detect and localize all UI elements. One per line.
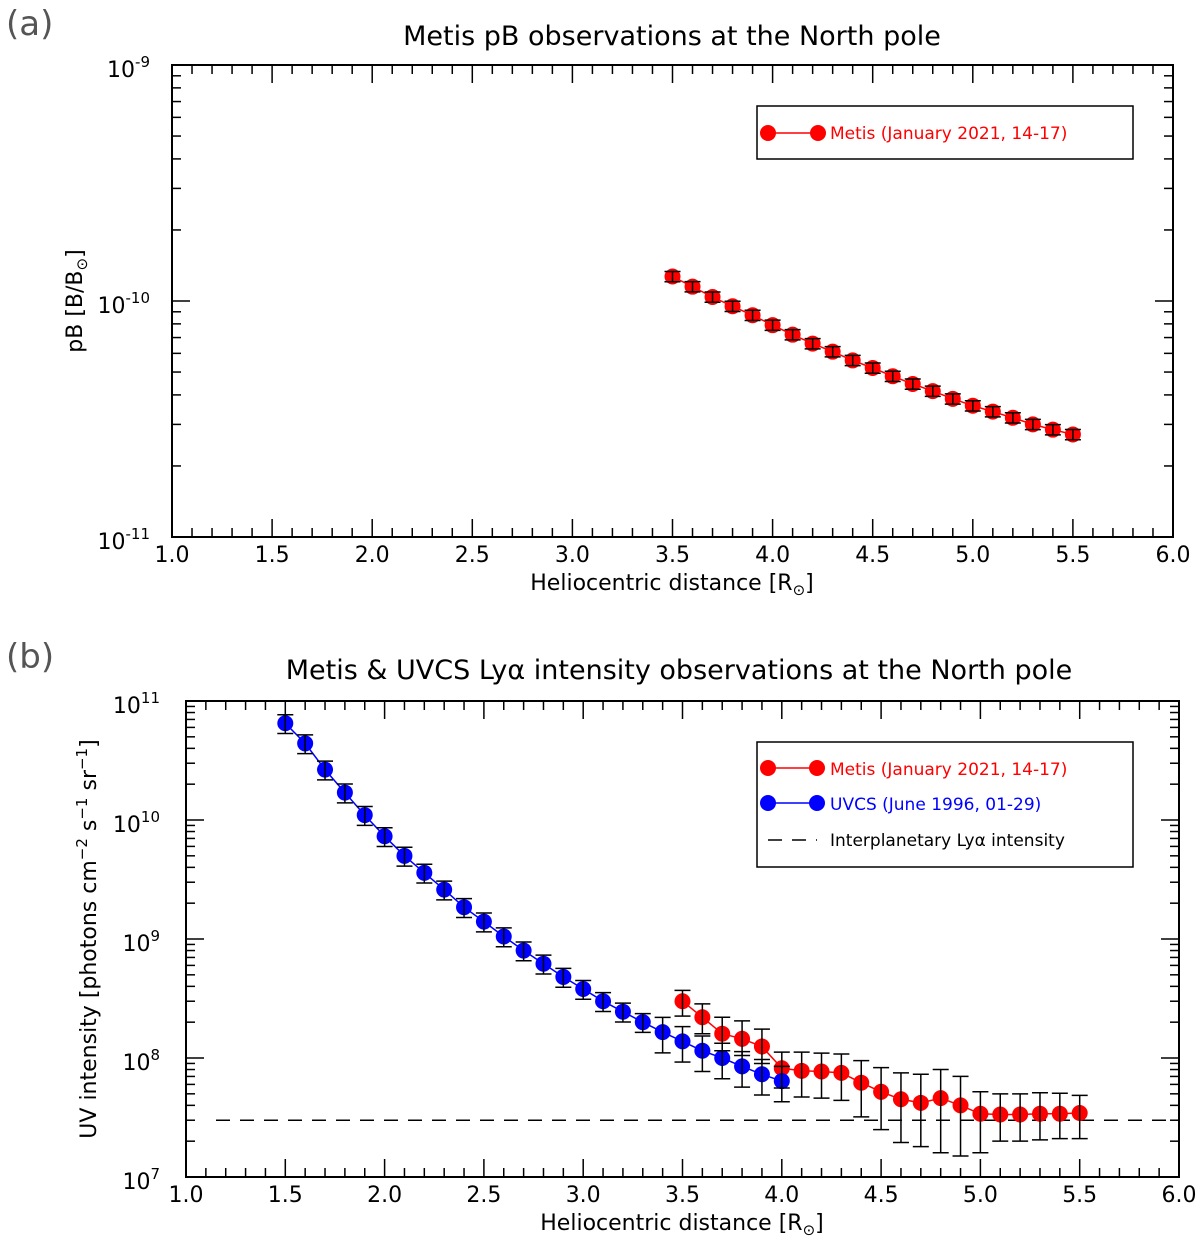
panel-b-label: (b) — [6, 637, 54, 677]
series-line — [284, 722, 783, 1082]
x-tick-label: 1.5 — [268, 1183, 303, 1208]
panel-b-x-tick-labels: 1.0 1.5 2.0 2.5 3.0 3.5 4.0 4.5 5.0 5.5 … — [169, 1183, 1197, 1208]
x-tick-label: 4.5 — [855, 543, 890, 568]
panel-a-y-tick-labels: 10-9 10-10 10-11 — [98, 53, 151, 555]
x-tick-label: 2.0 — [355, 543, 390, 568]
x-tick-label: 4.0 — [764, 1183, 799, 1208]
legend-label-uvcs: UVCS (June 1996, 01-29) — [830, 795, 1041, 815]
y-tick-label: 108 — [122, 1046, 160, 1076]
legend-label-metis: Metis (January 2021, 14-17) — [830, 124, 1067, 144]
legend-marker-uvcs — [760, 795, 776, 811]
panel-a-legend: Metis (January 2021, 14-17) — [756, 105, 1134, 160]
panel-a-series — [664, 268, 1081, 443]
x-tick-label: 1.5 — [255, 543, 290, 568]
x-tick-label: 1.0 — [155, 543, 190, 568]
x-tick-label: 6.0 — [1156, 543, 1191, 568]
y-tick-label: 1010 — [113, 808, 160, 838]
panel-a-x-tick-labels: 1.0 1.5 2.0 2.5 3.0 3.5 4.0 4.5 5.0 5.5 … — [155, 543, 1191, 568]
legend-marker-uvcs — [809, 795, 825, 811]
legend-marker-metis — [810, 125, 826, 141]
legend-marker-metis — [809, 760, 825, 776]
y-tick-label: 10-9 — [107, 53, 150, 83]
panel-a: (a) Metis pB observations at the North p… — [6, 4, 1191, 599]
x-tick-label: 3.0 — [555, 543, 590, 568]
panel-a-title: Metis pB observations at the North pole — [403, 21, 941, 52]
y-tick-label: 109 — [122, 927, 160, 957]
legend-marker-metis — [760, 760, 776, 776]
legend-marker-metis — [760, 125, 776, 141]
x-tick-label: 3.0 — [566, 1183, 601, 1208]
x-tick-label: 5.0 — [963, 1183, 998, 1208]
panel-b-title: Metis & UVCS Lyα intensity observations … — [286, 655, 1072, 686]
panel-a-y-axis-label: pB [B/B⊙] — [63, 249, 91, 352]
x-tick-label: 4.5 — [864, 1183, 899, 1208]
y-tick-label: 107 — [122, 1165, 160, 1195]
x-tick-label: 6.0 — [1162, 1183, 1197, 1208]
x-tick-label: 3.5 — [665, 1183, 700, 1208]
panel-b-series — [277, 713, 1088, 1157]
x-tick-label: 2.0 — [367, 1183, 402, 1208]
y-tick-label: 10-10 — [98, 289, 151, 319]
panel-b-x-axis-label: Heliocentric distance [R⊙] — [540, 1211, 823, 1239]
panel-b-legend: Metis (January 2021, 14-17) UVCS (June 1… — [756, 741, 1134, 868]
x-tick-label: 5.0 — [955, 543, 990, 568]
x-tick-label: 1.0 — [169, 1183, 204, 1208]
y-tick-label: 10-11 — [98, 525, 151, 555]
x-tick-label: 4.0 — [755, 543, 790, 568]
panel-b: (b) Metis & UVCS Lyα intensity observati… — [6, 637, 1197, 1239]
y-tick-label: 1011 — [113, 689, 160, 719]
x-tick-label: 2.5 — [466, 1183, 501, 1208]
panel-a-x-axis-label: Heliocentric distance [R⊙] — [530, 571, 813, 599]
panel-b-x-ticks — [185, 701, 1180, 1177]
panel-b-y-axis-label: UV intensity [photons cm−2 s−1 sr−1] — [73, 739, 102, 1138]
x-tick-label: 2.5 — [455, 543, 490, 568]
panel-a-x-ticks — [171, 65, 1174, 537]
panel-a-y-ticks — [172, 64, 1173, 538]
legend-label-metis: Metis (January 2021, 14-17) — [830, 760, 1067, 780]
x-tick-label: 3.5 — [655, 543, 690, 568]
panel-b-y-tick-labels: 1011 1010 109 108 107 — [113, 689, 160, 1195]
panel-a-label: (a) — [6, 4, 53, 44]
x-tick-label: 5.5 — [1062, 1183, 1097, 1208]
legend-label-interplanetary: Interplanetary Lyα intensity — [830, 831, 1065, 851]
x-tick-label: 5.5 — [1055, 543, 1090, 568]
panel-b-y-ticks — [186, 700, 1179, 1178]
